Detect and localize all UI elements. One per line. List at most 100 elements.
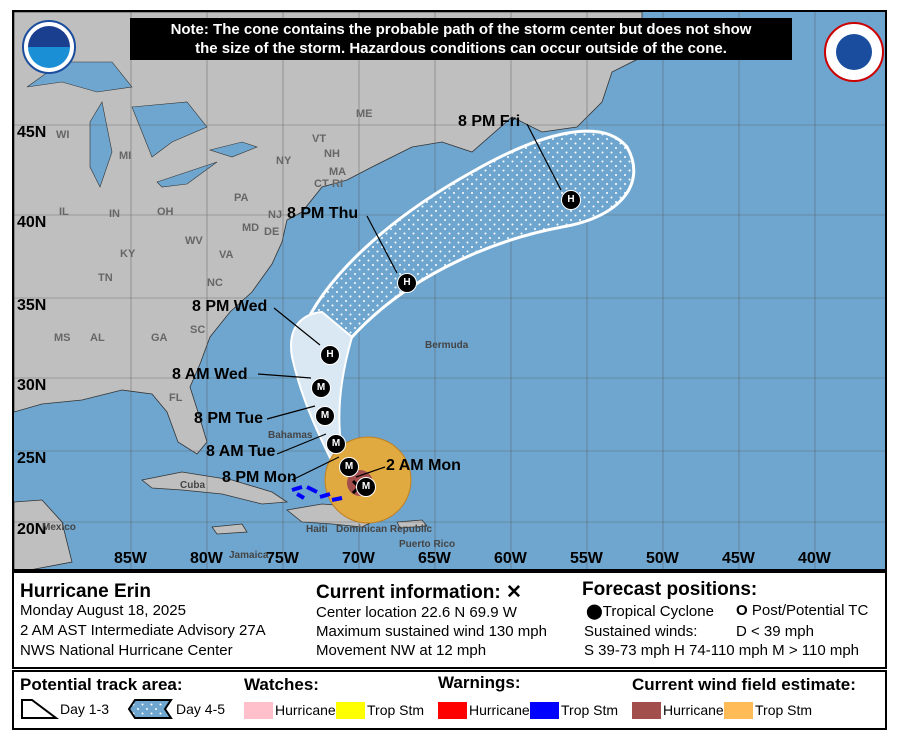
lat-label: 35N [17, 297, 47, 314]
cone-note: Note: The cone contains the probable pat… [130, 18, 792, 60]
state-label: DE [264, 226, 280, 238]
hurricane-watch-label: Hurricane [275, 702, 336, 718]
hurricane-warning-swatch [438, 702, 467, 719]
lon-label: 50W [646, 550, 679, 567]
place-label: Mexico [42, 522, 76, 533]
day-4-5-label: Day 4-5 [176, 701, 226, 717]
max-wind: Maximum sustained wind 130 mph [316, 623, 547, 640]
tc-label: Tropical Cyclone [602, 603, 714, 620]
state-label: KY [120, 248, 136, 260]
noaa-logo [22, 20, 76, 74]
d-category: D < 39 mph [736, 623, 814, 640]
forecast-time-label: 8 PM Wed [192, 298, 268, 315]
forecast-point-marker: M [339, 457, 359, 477]
state-label: NH [324, 148, 340, 160]
lat-label: 45N [17, 124, 47, 141]
note-line-1: Note: The cone contains the probable pat… [170, 21, 752, 38]
sustained-winds-label: Sustained winds: [584, 623, 698, 640]
state-label: AL [90, 332, 105, 344]
map: 45N 40N 35N 30N 25N 20N 85W 80W 75W 70W 65W 60W 55W 5… [12, 10, 887, 571]
open-circle-icon: O [736, 602, 748, 619]
forecast-title: Forecast positions: [582, 579, 758, 600]
ts-watch-label: Trop Stm [367, 702, 425, 718]
track-area-title: Potential track area: [20, 675, 183, 694]
storm-name: Hurricane Erin [20, 581, 151, 602]
forecast-time-label: 8 AM Wed [172, 366, 248, 383]
forecast-point-marker: M [356, 477, 376, 497]
label-leaders [257, 123, 562, 481]
state-label: OH [157, 206, 174, 218]
lon-label: 80W [190, 550, 223, 567]
ptc-label: Post/Potential TC [751, 602, 869, 619]
forecast-point-marker: H [397, 273, 417, 293]
state-label: MA [329, 166, 347, 178]
forecast-point-marker: M [326, 434, 346, 454]
trop-storm-warning [291, 485, 343, 502]
state-label: SC [190, 324, 206, 336]
hurricane-watch-swatch [244, 702, 273, 719]
lat-label: 20N [17, 521, 47, 538]
lon-label: 40W [798, 550, 831, 567]
forecast-time-label: 8 PM Tue [194, 410, 264, 427]
hurricane-wind-swatch [632, 702, 661, 719]
forecast-time-label: 8 PM Thu [287, 205, 359, 222]
lon-label: 55W [570, 550, 603, 567]
state-label: IL [59, 206, 69, 218]
filled-circle-icon: ⬤ [586, 603, 603, 620]
wind-field-title: Current wind field estimate: [632, 675, 856, 694]
storm-info-panel: Hurricane Erin Monday August 18, 2025 2 … [12, 571, 887, 669]
lat-label: 25N [17, 450, 47, 467]
ptc-legend: O Post/Potential TC [736, 602, 868, 619]
shm-categories: S 39-73 mph H 74-110 mph M > 110 mph [584, 642, 860, 659]
forecast-point-marker: M [311, 378, 331, 398]
lon-label: 70W [342, 550, 375, 567]
watches-title: Watches: [244, 675, 319, 694]
ts-warning-label: Trop Stm [561, 702, 619, 718]
state-label: ME [356, 108, 373, 120]
day-1-3-label: Day 1-3 [60, 701, 110, 717]
state-label: FL [169, 392, 183, 404]
lon-label: 75W [266, 550, 299, 567]
state-label: MS [54, 332, 71, 344]
state-label: CT [314, 178, 329, 190]
state-label: RI [332, 178, 343, 190]
state-label: NY [276, 155, 292, 167]
state-label: PA [234, 192, 249, 204]
forecast-point-marker: H [320, 345, 340, 365]
lon-label: 85W [114, 550, 147, 567]
state-label: MD [242, 222, 260, 234]
lon-label: 45W [722, 550, 755, 567]
forecast-time-label: 2 AM Mon [386, 457, 461, 474]
hurricane-wind-label: Hurricane [663, 702, 724, 718]
place-label: Bermuda [425, 340, 469, 351]
ts-warning-swatch [530, 702, 559, 719]
state-label: WI [56, 129, 70, 141]
legend-panel: Potential track area: Day 1-3 Day 4-5 Wa… [12, 670, 887, 730]
forecast-time-label: 8 AM Tue [206, 443, 276, 460]
forecast-point-marker: H [561, 190, 581, 210]
advisory-date: Monday August 18, 2025 [20, 602, 186, 619]
place-label: Bahamas [268, 430, 313, 441]
state-label: VT [312, 133, 327, 145]
place-label: Dominican Republic [336, 524, 433, 535]
state-label: NJ [268, 209, 283, 221]
place-label: Jamaica [229, 550, 269, 561]
ts-watch-swatch [336, 702, 365, 719]
map-canvas [14, 12, 885, 569]
cone-day-4-5 [299, 129, 636, 339]
movement: Movement NW at 12 mph [316, 642, 487, 659]
forecast-point-marker: M [315, 406, 335, 426]
ts-wind-swatch [724, 702, 753, 719]
day-4-5-cone-icon [127, 699, 173, 719]
note-line-2: the size of the storm. Hazardous conditi… [195, 40, 727, 57]
current-info-title: Current information: ✕ [316, 582, 522, 603]
state-label: NC [207, 277, 223, 289]
place-label: Puerto Rico [399, 539, 456, 550]
state-label: TN [98, 272, 113, 284]
forecast-time-label: 8 PM Mon [222, 469, 297, 486]
nws-logo [824, 22, 884, 82]
place-label: Haiti [306, 524, 328, 535]
advisory-number: 2 AM AST Intermediate Advisory 27A [20, 622, 266, 639]
lon-label: 65W [418, 550, 451, 567]
